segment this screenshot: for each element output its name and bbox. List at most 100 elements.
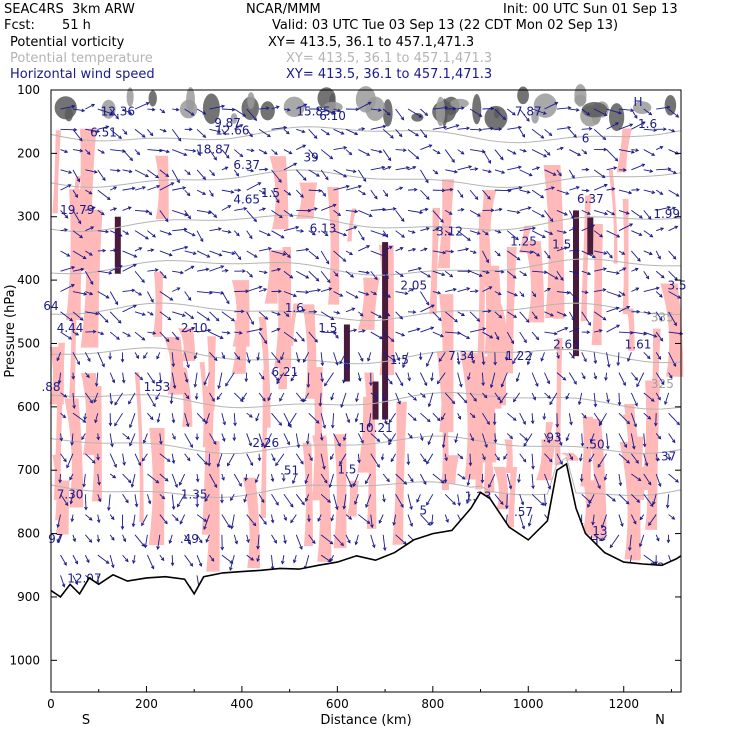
wind-arrowhead (91, 206, 96, 210)
field-name-pv: Potential vorticity (10, 35, 125, 50)
wind-vector (581, 352, 587, 362)
wind-arrowhead (64, 228, 69, 232)
wind-vector (134, 494, 138, 507)
wind-vector (333, 185, 350, 191)
wind-arrowhead (64, 502, 69, 507)
pv-shading-patch (231, 320, 249, 374)
wind-vector (70, 494, 74, 504)
wind-vector (221, 311, 235, 322)
wind-arrowhead (358, 184, 362, 189)
wind-vector (668, 453, 671, 460)
wind-vector (494, 149, 504, 160)
wind-vector (258, 189, 266, 195)
wind-vector (531, 108, 547, 115)
wind-vector (354, 494, 359, 505)
wind-vector (275, 453, 285, 466)
wind-vector (66, 453, 74, 468)
wind-arrowhead (354, 418, 359, 423)
wind-arrowhead (618, 110, 623, 115)
wind-vector (531, 128, 544, 139)
wind-vector (556, 107, 571, 110)
wind-vector (340, 392, 347, 408)
wind-vector (330, 453, 334, 460)
extremum-label: 1.25 (510, 234, 537, 248)
wind-vector (602, 534, 607, 541)
wind-vector (159, 453, 171, 462)
wind-vector (259, 270, 267, 274)
wind-vector (209, 331, 224, 339)
wind-arrowhead (185, 423, 190, 428)
wind-vector (668, 412, 680, 426)
wind-arrowhead (675, 114, 680, 118)
wind-arrowhead (677, 295, 682, 299)
pv-shading-patch (631, 436, 644, 561)
wind-vector (110, 169, 120, 172)
wind-arrowhead (451, 159, 455, 163)
wind-arrowhead (497, 396, 501, 401)
wind-arrowhead (615, 271, 620, 275)
extremum-label: 19.79 (60, 203, 94, 217)
wind-vector (345, 307, 355, 313)
wind-arrowhead (84, 506, 88, 511)
wind-vector (244, 494, 248, 503)
wind-arrowhead (113, 207, 118, 211)
wind-arrowhead (301, 501, 305, 506)
wind-vector (382, 230, 388, 238)
wind-arrowhead (187, 171, 191, 176)
x-tick-label: 600 (326, 697, 349, 711)
wind-arrowhead (262, 397, 266, 402)
wind-vector (556, 372, 566, 381)
wind-vector (597, 453, 607, 468)
wind-vector (445, 288, 457, 292)
wind-arrowhead (616, 234, 621, 238)
y-axis-title: Pressure (hPa) (3, 284, 18, 377)
pv-shading-patch (438, 455, 460, 484)
wind-vector (594, 209, 608, 215)
wind-vector (407, 108, 422, 118)
wind-vector (467, 372, 471, 380)
wind-arrowhead (543, 502, 548, 507)
wind-vector (420, 412, 431, 423)
wind-arrowhead (204, 461, 208, 466)
wind-arrowhead (542, 234, 546, 238)
wind-arrowhead (193, 383, 198, 388)
wind-vector (246, 250, 258, 258)
wind-vector (519, 291, 525, 297)
wind-arrowhead (71, 284, 75, 288)
isentrope-line (50, 347, 682, 365)
wind-arrowhead (654, 561, 658, 566)
wind-vector (60, 392, 67, 398)
wind-vector (357, 453, 360, 463)
wind-arrowhead (168, 252, 173, 257)
wind-vector (382, 433, 392, 442)
wind-vector (134, 209, 149, 212)
wind-vector (108, 494, 111, 511)
wind-arrowhead (203, 526, 207, 531)
wind-arrowhead (591, 521, 595, 526)
wind-arrowhead (673, 322, 677, 327)
wind-arrowhead (492, 421, 497, 426)
wind-arrowhead (115, 115, 119, 120)
wind-arrowhead (206, 317, 211, 321)
wind-vector (221, 433, 225, 442)
wind-arrowhead (313, 207, 318, 211)
wind-vector (469, 230, 481, 235)
wind-vector (444, 392, 455, 404)
wind-arrowhead (222, 438, 226, 442)
wind-vector (664, 392, 670, 405)
wind-vector (159, 108, 165, 114)
wind-arrowhead (131, 186, 136, 191)
wind-arrowhead (367, 423, 372, 428)
wind-vector (407, 267, 422, 272)
wind-arrowhead (497, 252, 501, 257)
wind-arrowhead (174, 484, 178, 489)
wind-arrowhead (422, 394, 426, 398)
wind-arrowhead (523, 339, 527, 344)
wind-arrowhead (74, 581, 78, 586)
wind-arrowhead (249, 462, 254, 467)
wind-vector (395, 372, 404, 386)
wind-vector (184, 392, 190, 399)
wind-vector (246, 412, 253, 418)
wind-vector (109, 433, 113, 447)
